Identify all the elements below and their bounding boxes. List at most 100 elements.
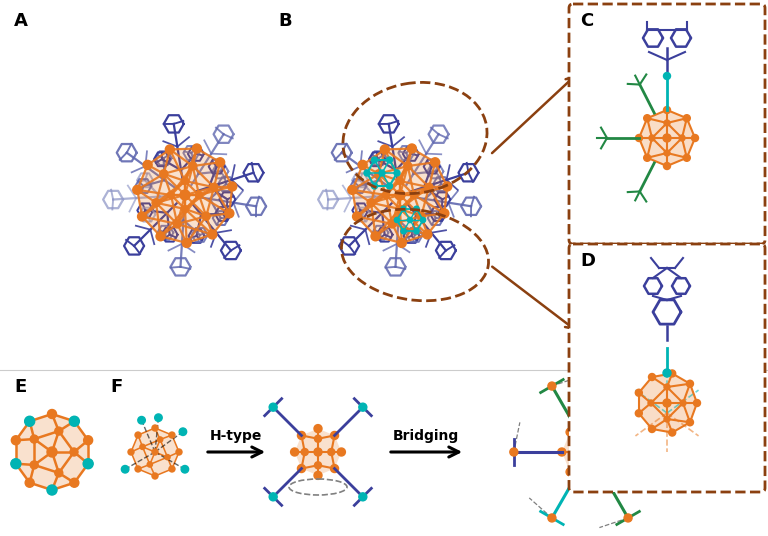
Circle shape — [169, 432, 175, 438]
Circle shape — [160, 170, 167, 178]
Circle shape — [548, 514, 556, 522]
Circle shape — [367, 199, 375, 207]
Circle shape — [181, 177, 188, 184]
Circle shape — [585, 447, 595, 457]
Circle shape — [644, 115, 650, 122]
Circle shape — [210, 183, 218, 191]
Circle shape — [328, 449, 335, 456]
Polygon shape — [639, 110, 695, 166]
Circle shape — [401, 229, 406, 234]
Circle shape — [128, 449, 134, 455]
Polygon shape — [562, 424, 618, 480]
Circle shape — [202, 212, 210, 220]
Circle shape — [189, 162, 197, 170]
Circle shape — [425, 183, 433, 191]
Circle shape — [25, 416, 35, 426]
Circle shape — [179, 428, 187, 435]
Circle shape — [196, 191, 203, 198]
Circle shape — [663, 369, 671, 377]
Circle shape — [358, 160, 367, 169]
Circle shape — [314, 425, 322, 433]
Circle shape — [664, 120, 670, 126]
Circle shape — [70, 478, 79, 487]
Circle shape — [314, 448, 322, 456]
Circle shape — [48, 486, 57, 495]
Circle shape — [669, 429, 676, 436]
Circle shape — [684, 154, 690, 161]
Circle shape — [25, 478, 34, 487]
Circle shape — [664, 150, 670, 156]
Circle shape — [181, 465, 189, 473]
Circle shape — [140, 444, 145, 450]
Circle shape — [566, 428, 574, 436]
Circle shape — [165, 455, 170, 460]
Polygon shape — [131, 428, 179, 476]
Circle shape — [663, 399, 671, 407]
Polygon shape — [16, 414, 88, 490]
Text: H-type: H-type — [210, 429, 262, 443]
Circle shape — [566, 468, 574, 476]
Circle shape — [12, 436, 21, 445]
Circle shape — [169, 466, 175, 472]
Circle shape — [372, 183, 378, 189]
Circle shape — [586, 420, 594, 428]
Circle shape — [691, 135, 699, 142]
Circle shape — [687, 419, 694, 426]
Circle shape — [624, 514, 632, 522]
Circle shape — [216, 158, 224, 167]
Circle shape — [396, 205, 403, 212]
Circle shape — [30, 461, 38, 469]
Circle shape — [548, 382, 556, 390]
Circle shape — [389, 220, 396, 228]
Circle shape — [47, 447, 57, 457]
Circle shape — [669, 370, 676, 377]
Circle shape — [648, 400, 654, 406]
Circle shape — [353, 212, 362, 221]
Circle shape — [414, 206, 419, 211]
Circle shape — [602, 449, 609, 456]
Circle shape — [644, 154, 650, 161]
Circle shape — [48, 410, 57, 419]
Circle shape — [663, 134, 671, 142]
Circle shape — [442, 182, 452, 191]
Circle shape — [297, 431, 306, 440]
Circle shape — [290, 448, 299, 456]
Circle shape — [176, 449, 182, 455]
Circle shape — [510, 448, 518, 456]
Circle shape — [12, 459, 21, 468]
Circle shape — [380, 145, 389, 154]
Circle shape — [330, 465, 339, 473]
Circle shape — [372, 157, 378, 163]
Circle shape — [70, 417, 79, 426]
Circle shape — [635, 410, 642, 417]
Circle shape — [147, 462, 153, 467]
Circle shape — [135, 432, 141, 438]
Circle shape — [359, 493, 367, 501]
Text: E: E — [14, 378, 26, 396]
Circle shape — [174, 220, 181, 228]
Circle shape — [69, 416, 79, 426]
Circle shape — [679, 135, 685, 141]
Circle shape — [83, 459, 93, 469]
Circle shape — [133, 185, 142, 195]
Circle shape — [165, 145, 174, 154]
Circle shape — [386, 183, 392, 189]
Circle shape — [315, 435, 322, 442]
Text: B: B — [278, 12, 292, 30]
Circle shape — [571, 449, 578, 456]
Circle shape — [684, 115, 690, 122]
Circle shape — [440, 209, 449, 218]
Circle shape — [395, 218, 399, 222]
Text: Bridging: Bridging — [393, 429, 459, 443]
Circle shape — [315, 461, 322, 469]
Circle shape — [181, 205, 188, 212]
Circle shape — [401, 206, 406, 211]
Circle shape — [614, 448, 622, 456]
Circle shape — [143, 160, 152, 169]
Circle shape — [379, 170, 385, 176]
Circle shape — [414, 229, 419, 234]
Circle shape — [397, 239, 406, 248]
Circle shape — [586, 476, 594, 484]
Circle shape — [375, 170, 382, 178]
Circle shape — [364, 170, 370, 176]
